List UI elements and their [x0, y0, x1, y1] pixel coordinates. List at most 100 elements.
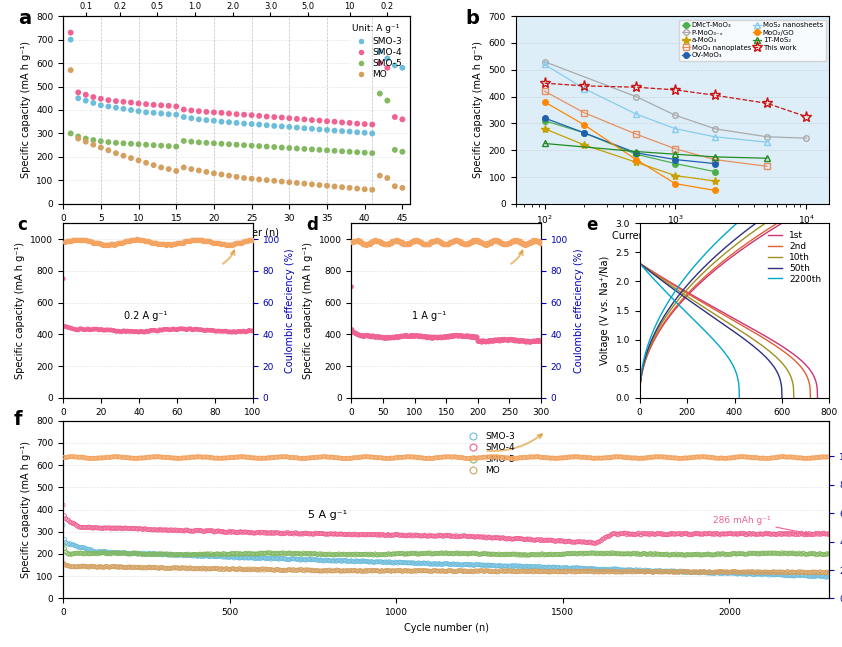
Point [442, 332, 456, 342]
Point [461, 239, 474, 250]
Point [566, 537, 579, 547]
Point [194, 549, 207, 559]
Point [507, 236, 520, 246]
Point [505, 560, 519, 571]
Point [157, 239, 170, 249]
Point [150, 549, 163, 559]
Point [200, 525, 214, 536]
Point [191, 525, 205, 536]
Point [202, 564, 216, 574]
Point [77, 235, 91, 245]
MoO₂/GO [710, 186, 720, 194]
Point [345, 556, 359, 567]
Point [338, 454, 351, 464]
Point [287, 548, 301, 558]
Point [821, 567, 834, 578]
Point [189, 236, 203, 246]
Point [160, 525, 173, 535]
Point [772, 529, 786, 539]
Point [106, 547, 120, 558]
Point [79, 96, 93, 106]
Point [435, 237, 449, 248]
Point [98, 523, 111, 533]
Point [168, 549, 182, 560]
Point [466, 531, 480, 542]
Point [182, 550, 195, 560]
Line: 50th: 50th [640, 223, 756, 395]
Point [408, 236, 421, 246]
Point [604, 567, 617, 577]
Point [196, 549, 210, 560]
Point [466, 236, 480, 246]
Point [415, 531, 429, 542]
Point [343, 126, 356, 137]
Point [77, 542, 90, 553]
Point [749, 567, 763, 578]
Point [61, 515, 75, 525]
Point [754, 570, 768, 580]
Point [382, 333, 396, 344]
Point [109, 102, 123, 113]
Point [413, 558, 426, 568]
Point [162, 525, 175, 536]
Point [127, 562, 141, 572]
Point [163, 239, 176, 250]
Point [383, 333, 397, 343]
Point [747, 569, 760, 580]
Point [294, 529, 307, 540]
Point [290, 452, 303, 463]
Point [741, 549, 754, 559]
Point [507, 549, 520, 560]
Point [331, 453, 344, 463]
Point [459, 531, 472, 542]
Point [200, 564, 214, 574]
Point [796, 570, 809, 580]
Point [454, 565, 467, 576]
Point [311, 555, 324, 565]
Point [96, 523, 109, 534]
Point [349, 565, 362, 575]
Point [772, 452, 786, 463]
Point [424, 566, 438, 576]
Point [610, 567, 624, 577]
Point [717, 529, 731, 540]
Point [603, 565, 616, 575]
Point [396, 114, 409, 124]
Point [534, 336, 547, 346]
Point [109, 523, 123, 533]
Point [420, 548, 434, 558]
Point [356, 556, 370, 567]
Point [472, 336, 485, 346]
Point [674, 567, 688, 577]
Point [287, 564, 301, 575]
Point [117, 237, 131, 247]
Point [662, 452, 675, 463]
Point [498, 334, 511, 344]
Point [483, 335, 497, 345]
Point [456, 452, 469, 463]
Point [296, 454, 309, 464]
Point [174, 237, 188, 248]
Point [455, 549, 468, 559]
Point [132, 139, 146, 149]
Point [411, 531, 424, 541]
Point [687, 549, 701, 560]
Point [389, 235, 402, 245]
Point [616, 452, 629, 462]
Point [450, 560, 463, 570]
Point [701, 529, 715, 539]
Point [368, 235, 381, 245]
Point [815, 567, 829, 578]
Point [68, 324, 82, 334]
Point [242, 236, 256, 246]
Point [797, 453, 811, 463]
Point [222, 453, 236, 463]
Point [109, 239, 123, 249]
Point [120, 523, 134, 534]
Point [493, 549, 506, 559]
Point [379, 550, 392, 560]
MoO₂/GO [579, 121, 589, 129]
Point [649, 529, 663, 540]
Point [405, 237, 418, 247]
Point [207, 549, 221, 560]
